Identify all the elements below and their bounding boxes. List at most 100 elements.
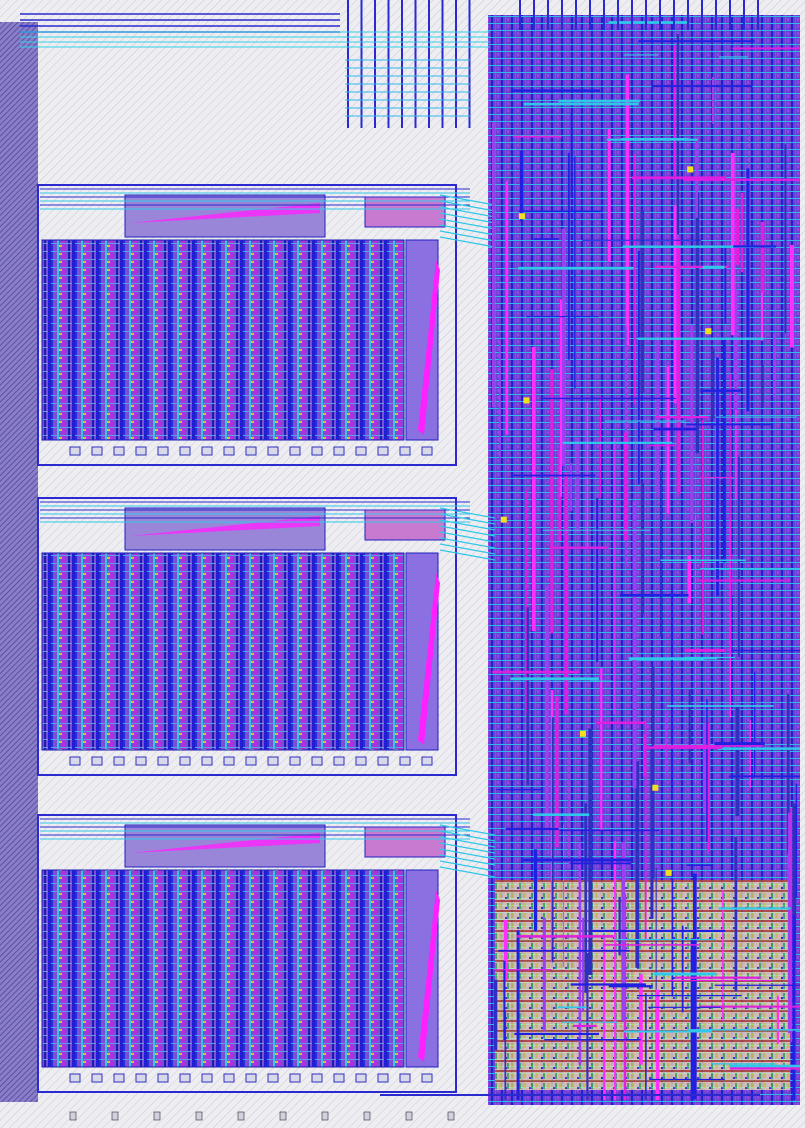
via bbox=[523, 397, 530, 404]
pad-cell bbox=[421, 1073, 433, 1083]
pad-cell bbox=[179, 1073, 191, 1083]
column bbox=[360, 240, 363, 440]
column bbox=[360, 870, 363, 1067]
wire bbox=[439, 866, 496, 878]
pad-cell bbox=[355, 446, 367, 456]
column bbox=[240, 870, 243, 1067]
pin bbox=[321, 1111, 329, 1121]
pad-cell bbox=[223, 446, 235, 456]
pad-cell bbox=[157, 1073, 169, 1083]
column bbox=[144, 870, 147, 1067]
wire bbox=[439, 525, 496, 537]
column bbox=[192, 870, 195, 1067]
column bbox=[360, 553, 363, 750]
pad-cell bbox=[355, 756, 367, 766]
control-block bbox=[364, 509, 446, 541]
pad-cell bbox=[355, 1073, 367, 1083]
column bbox=[72, 870, 75, 1067]
column bbox=[264, 870, 267, 1067]
column bbox=[168, 553, 171, 750]
pad-cell bbox=[91, 1073, 103, 1083]
wire bbox=[439, 519, 496, 531]
pad-cell bbox=[113, 1073, 125, 1083]
column bbox=[336, 553, 339, 750]
via bbox=[705, 328, 712, 335]
column bbox=[192, 240, 195, 440]
column bbox=[120, 553, 123, 750]
pad-cell bbox=[135, 446, 147, 456]
pad-cell bbox=[201, 446, 213, 456]
pad-cell bbox=[245, 1073, 257, 1083]
pad-cell bbox=[201, 756, 213, 766]
column bbox=[336, 240, 339, 440]
wire bbox=[439, 543, 496, 555]
macro-frame bbox=[37, 497, 457, 776]
wordline-driver bbox=[130, 516, 320, 536]
pin bbox=[279, 1111, 287, 1121]
column bbox=[216, 240, 219, 440]
wire bbox=[439, 860, 496, 872]
pad-cell bbox=[91, 756, 103, 766]
pin bbox=[195, 1111, 203, 1121]
io-strip bbox=[0, 22, 38, 1102]
column bbox=[312, 553, 315, 750]
pad-cell bbox=[113, 756, 125, 766]
column bbox=[72, 240, 75, 440]
via bbox=[665, 869, 672, 876]
pad-cell bbox=[289, 1073, 301, 1083]
column bbox=[264, 240, 267, 440]
wire bbox=[439, 513, 496, 525]
column bbox=[288, 870, 291, 1067]
column bbox=[288, 553, 291, 750]
column bbox=[168, 870, 171, 1067]
column bbox=[240, 553, 243, 750]
wire bbox=[439, 531, 496, 543]
column bbox=[192, 553, 195, 750]
wire bbox=[439, 507, 496, 519]
wire bbox=[439, 824, 496, 836]
wire bbox=[439, 206, 496, 218]
column bbox=[48, 553, 51, 750]
via bbox=[652, 784, 659, 791]
wire bbox=[439, 212, 496, 224]
column bbox=[312, 870, 315, 1067]
wordline-driver bbox=[130, 833, 320, 853]
pin bbox=[447, 1111, 455, 1121]
pad-cell bbox=[311, 1073, 323, 1083]
pad-cell bbox=[311, 446, 323, 456]
pad-cell bbox=[245, 756, 257, 766]
column bbox=[264, 553, 267, 750]
macro-frame bbox=[37, 184, 457, 466]
pin bbox=[69, 1111, 77, 1121]
column bbox=[48, 870, 51, 1067]
pad-cell bbox=[113, 446, 125, 456]
control-block bbox=[364, 826, 446, 858]
bitcell-array bbox=[41, 552, 405, 751]
wire bbox=[439, 224, 496, 236]
wire bbox=[439, 848, 496, 860]
wire bbox=[439, 549, 496, 561]
pad-cell bbox=[399, 1073, 411, 1083]
pad-cell bbox=[91, 446, 103, 456]
decoder-net bbox=[418, 573, 440, 745]
pad-cell bbox=[421, 756, 433, 766]
pad-cell bbox=[267, 446, 279, 456]
macro-frame bbox=[37, 814, 457, 1093]
pin bbox=[153, 1111, 161, 1121]
pad-cell bbox=[289, 446, 301, 456]
pad-cell bbox=[179, 756, 191, 766]
pad-cell bbox=[135, 756, 147, 766]
column bbox=[384, 240, 387, 440]
pad-cell bbox=[289, 756, 301, 766]
pad-cell bbox=[135, 1073, 147, 1083]
column bbox=[96, 240, 99, 440]
via bbox=[579, 730, 586, 737]
pad-cell bbox=[311, 756, 323, 766]
bitcell-array bbox=[41, 239, 405, 441]
pad-cell bbox=[245, 446, 257, 456]
pad-cell bbox=[267, 1073, 279, 1083]
wire bbox=[439, 200, 496, 212]
column bbox=[384, 870, 387, 1067]
column bbox=[312, 240, 315, 440]
column bbox=[216, 553, 219, 750]
